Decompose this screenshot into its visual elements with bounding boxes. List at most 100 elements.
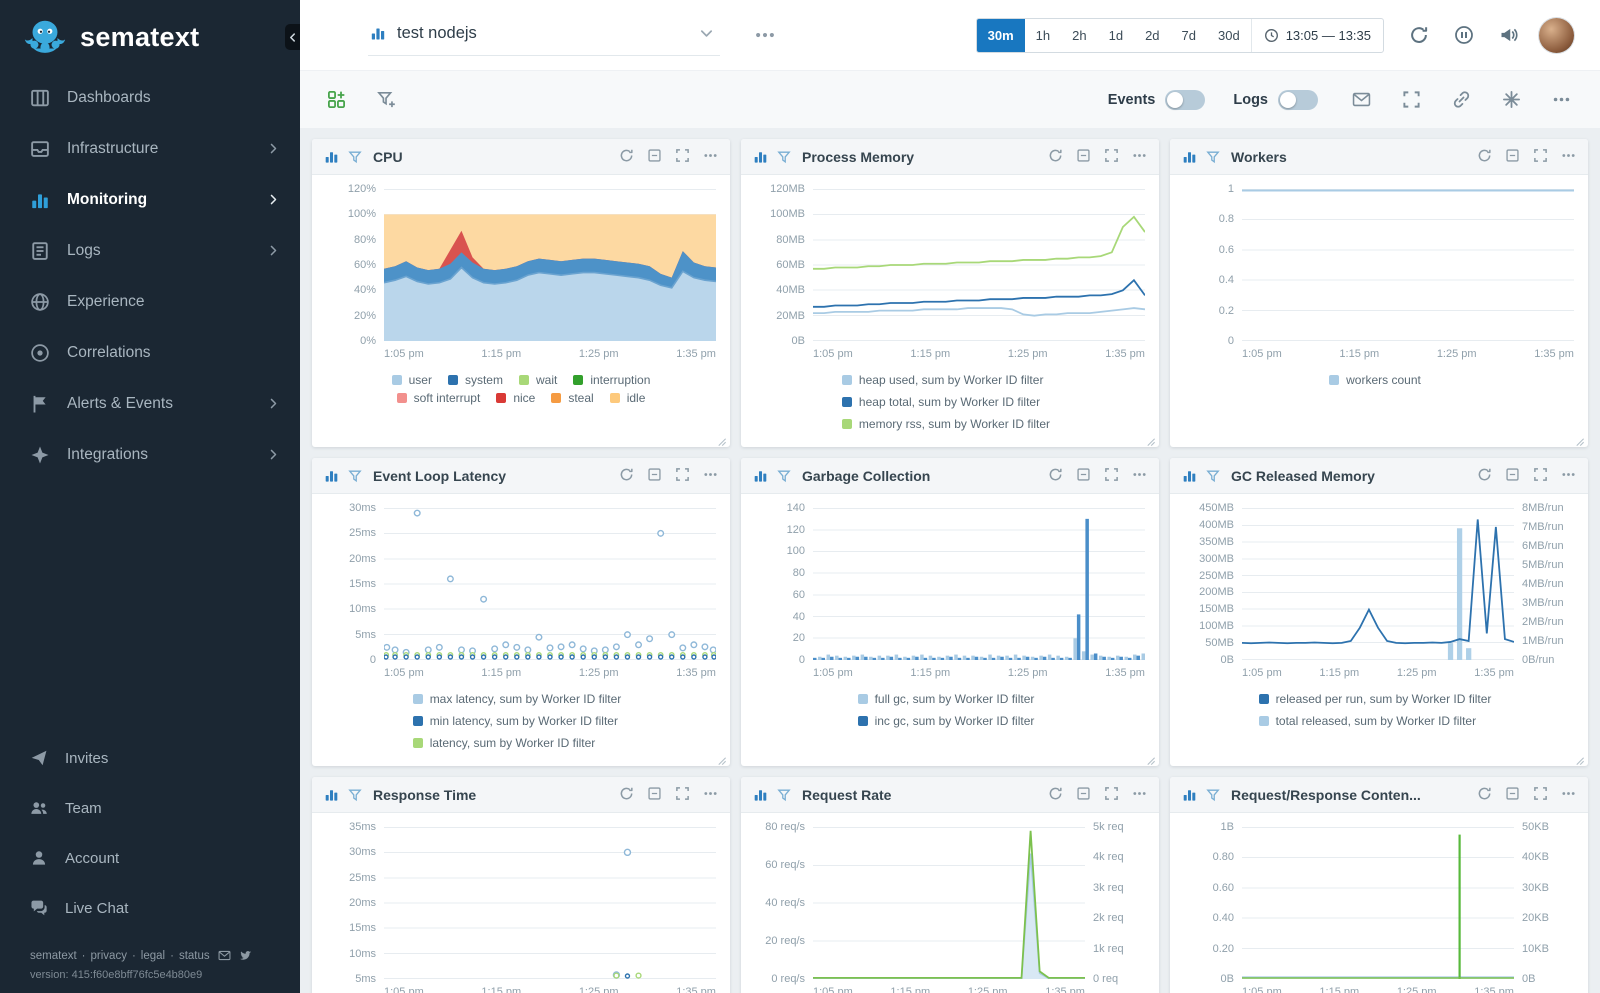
sidebar-item-experience[interactable]: Experience bbox=[0, 276, 300, 327]
legend-item[interactable]: steal bbox=[551, 391, 594, 405]
legend-item[interactable]: soft interrupt bbox=[396, 391, 480, 405]
sidebar-item-invites[interactable]: Invites bbox=[0, 733, 300, 783]
panel-resize-handle[interactable] bbox=[716, 753, 727, 766]
legend-item[interactable]: system bbox=[447, 373, 503, 387]
time-window[interactable]: 13:05 — 13:35 bbox=[1250, 18, 1383, 52]
footer-link-sematext[interactable]: sematext bbox=[30, 949, 77, 962]
panel-more-button[interactable] bbox=[1132, 148, 1147, 166]
chart-canvas[interactable] bbox=[813, 189, 1145, 341]
panel-refresh-button[interactable] bbox=[619, 467, 634, 485]
panel-resize-handle[interactable] bbox=[716, 434, 727, 447]
time-range-1d[interactable]: 1d bbox=[1098, 19, 1134, 52]
time-range-30d[interactable]: 30d bbox=[1207, 19, 1251, 52]
panel-expand-button[interactable] bbox=[1104, 467, 1119, 485]
toolbar-more-button[interactable] bbox=[1550, 89, 1572, 111]
panel-refresh-button[interactable] bbox=[619, 148, 634, 166]
legend-item[interactable]: idle bbox=[609, 391, 645, 405]
footer-link-status[interactable]: status bbox=[178, 949, 210, 962]
time-range-30m[interactable]: 30m bbox=[976, 18, 1025, 52]
logs-toggle[interactable] bbox=[1278, 89, 1318, 110]
panel-collapse-button[interactable] bbox=[1505, 786, 1520, 804]
legend-item[interactable]: heap total, sum by Worker ID filter bbox=[841, 395, 1040, 409]
panel-refresh-button[interactable] bbox=[1048, 148, 1063, 166]
panel-refresh-button[interactable] bbox=[1477, 786, 1492, 804]
pause-autorefresh-button[interactable] bbox=[1454, 25, 1474, 45]
legend-item[interactable]: wait bbox=[518, 373, 557, 387]
legend-item[interactable]: user bbox=[391, 373, 432, 387]
chart-canvas[interactable] bbox=[813, 508, 1145, 660]
legend-item[interactable]: released per run, sum by Worker ID filte… bbox=[1258, 692, 1491, 706]
legend-item[interactable]: total released, sum by Worker ID filter bbox=[1258, 714, 1476, 728]
legend-item[interactable]: nice bbox=[496, 391, 535, 405]
sidebar-item-dashboards[interactable]: Dashboards bbox=[0, 72, 300, 123]
panel-collapse-button[interactable] bbox=[1076, 148, 1091, 166]
chart-canvas[interactable] bbox=[1242, 508, 1514, 660]
legend-item[interactable]: latency, sum by Worker ID filter bbox=[412, 736, 595, 750]
panel-resize-handle[interactable] bbox=[1574, 434, 1585, 447]
panel-refresh-button[interactable] bbox=[1477, 148, 1492, 166]
panel-collapse-button[interactable] bbox=[1505, 148, 1520, 166]
chart-canvas[interactable] bbox=[813, 827, 1085, 979]
legend-item[interactable]: workers count bbox=[1329, 373, 1421, 387]
panel-refresh-button[interactable] bbox=[1477, 467, 1492, 485]
sidebar-item-alerts-events[interactable]: Alerts & Events bbox=[0, 378, 300, 429]
panel-expand-button[interactable] bbox=[1104, 786, 1119, 804]
chart-canvas[interactable] bbox=[1242, 189, 1574, 341]
panel-more-button[interactable] bbox=[703, 786, 718, 804]
panel-collapse-button[interactable] bbox=[647, 786, 662, 804]
panel-refresh-button[interactable] bbox=[619, 786, 634, 804]
panel-expand-button[interactable] bbox=[675, 786, 690, 804]
panel-refresh-button[interactable] bbox=[1048, 786, 1063, 804]
fullscreen-button[interactable] bbox=[1400, 89, 1422, 111]
panel-more-button[interactable] bbox=[1132, 467, 1147, 485]
panel-expand-button[interactable] bbox=[675, 148, 690, 166]
legend-item[interactable]: memory rss, sum by Worker ID filter bbox=[841, 417, 1050, 431]
legend-item[interactable]: min latency, sum by Worker ID filter bbox=[412, 714, 618, 728]
sidebar-item-live-chat[interactable]: Live Chat bbox=[0, 883, 300, 933]
sidebar-item-correlations[interactable]: Correlations bbox=[0, 327, 300, 378]
panel-collapse-button[interactable] bbox=[1076, 786, 1091, 804]
sidebar-collapse-button[interactable] bbox=[285, 24, 300, 50]
panel-resize-handle[interactable] bbox=[1145, 753, 1156, 766]
announcements-button[interactable] bbox=[1499, 25, 1519, 45]
legend-item[interactable]: heap used, sum by Worker ID filter bbox=[841, 373, 1043, 387]
panel-collapse-button[interactable] bbox=[647, 467, 662, 485]
panel-more-button[interactable] bbox=[1561, 148, 1576, 166]
panel-collapse-button[interactable] bbox=[1076, 467, 1091, 485]
sidebar-item-infrastructure[interactable]: Infrastructure bbox=[0, 123, 300, 174]
panel-collapse-button[interactable] bbox=[1505, 467, 1520, 485]
footer-link-legal[interactable]: legal bbox=[140, 949, 166, 962]
panel-more-button[interactable] bbox=[703, 148, 718, 166]
time-range-1h[interactable]: 1h bbox=[1025, 19, 1061, 52]
panel-expand-button[interactable] bbox=[1533, 148, 1548, 166]
filter-button[interactable] bbox=[368, 83, 404, 117]
panel-resize-handle[interactable] bbox=[1145, 434, 1156, 447]
panel-more-button[interactable] bbox=[703, 467, 718, 485]
add-component-button[interactable] bbox=[318, 83, 354, 117]
legend-item[interactable]: interruption bbox=[573, 373, 650, 387]
footer-link-privacy[interactable]: privacy bbox=[90, 949, 127, 962]
logo[interactable]: sematext bbox=[0, 0, 300, 72]
events-toggle[interactable] bbox=[1165, 89, 1206, 110]
legend-item[interactable]: full gc, sum by Worker ID filter bbox=[857, 692, 1034, 706]
panel-more-button[interactable] bbox=[1132, 786, 1147, 804]
panel-refresh-button[interactable] bbox=[1048, 467, 1063, 485]
refresh-button[interactable] bbox=[1409, 25, 1429, 45]
email-report-button[interactable] bbox=[1350, 89, 1372, 111]
panel-expand-button[interactable] bbox=[1104, 148, 1119, 166]
chart-canvas[interactable] bbox=[384, 827, 716, 979]
sidebar-item-team[interactable]: Team bbox=[0, 783, 300, 833]
chart-canvas[interactable] bbox=[1242, 827, 1514, 979]
panel-resize-handle[interactable] bbox=[1574, 753, 1585, 766]
legend-item[interactable]: inc gc, sum by Worker ID filter bbox=[857, 714, 1034, 728]
sidebar-item-account[interactable]: Account bbox=[0, 833, 300, 883]
sidebar-item-monitoring[interactable]: Monitoring bbox=[0, 174, 300, 225]
chart-canvas[interactable] bbox=[384, 508, 716, 660]
time-range-7d[interactable]: 7d bbox=[1171, 19, 1207, 52]
legend-item[interactable]: max latency, sum by Worker ID filter bbox=[412, 692, 621, 706]
sidebar-item-logs[interactable]: Logs bbox=[0, 225, 300, 276]
sidebar-item-integrations[interactable]: Integrations bbox=[0, 429, 300, 480]
apps-button[interactable] bbox=[1500, 89, 1522, 111]
header-more-button[interactable] bbox=[754, 24, 776, 46]
share-link-button[interactable] bbox=[1450, 89, 1472, 111]
